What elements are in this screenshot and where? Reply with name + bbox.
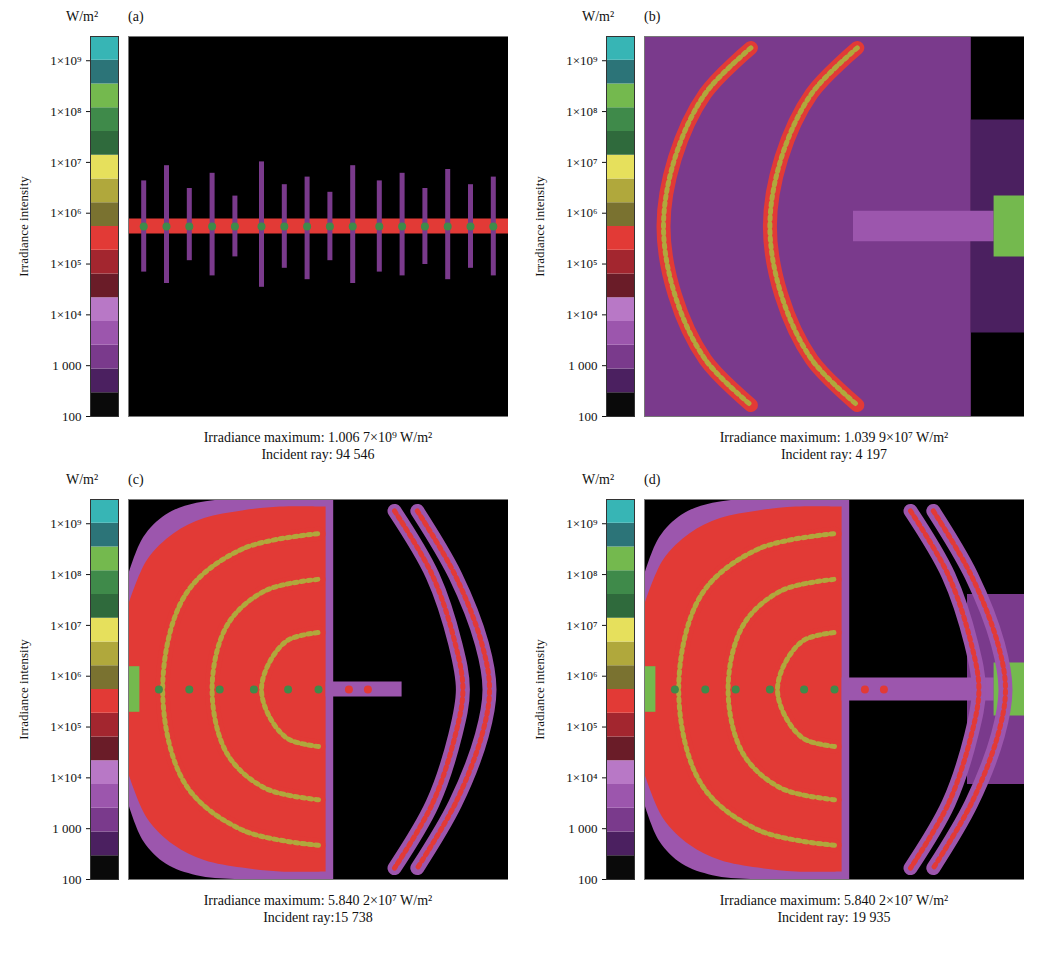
svg-text:1×10⁷: 1×10⁷ xyxy=(566,618,597,633)
svg-text:1×10⁷: 1×10⁷ xyxy=(566,155,597,170)
svg-text:1×10⁷: 1×10⁷ xyxy=(50,155,81,170)
svg-text:100: 100 xyxy=(62,409,82,424)
svg-text:Irradiance intensity: Irradiance intensity xyxy=(16,639,31,740)
svg-text:100: 100 xyxy=(62,872,82,887)
html-text:(c): (c) xyxy=(128,472,144,487)
svg-text:1×10⁸: 1×10⁸ xyxy=(50,567,82,582)
svg-text:Irradiance intensity: Irradiance intensity xyxy=(532,639,547,740)
svg-text:1×10⁸: 1×10⁸ xyxy=(566,567,598,582)
svg-text:1×10⁹: 1×10⁹ xyxy=(566,53,598,68)
svg-text:1×10⁶: 1×10⁶ xyxy=(566,205,597,220)
svg-text:1×10⁶: 1×10⁶ xyxy=(50,668,81,683)
svg-text:1 000: 1 000 xyxy=(52,821,81,836)
svg-text:1×10⁵: 1×10⁵ xyxy=(566,719,597,734)
html-text:(d): (d) xyxy=(644,472,661,487)
svg-text:1×10⁴: 1×10⁴ xyxy=(566,307,598,322)
html-text:(b): (b) xyxy=(644,9,661,24)
svg-text:1×10⁸: 1×10⁸ xyxy=(50,104,82,119)
svg-text:1×10⁴: 1×10⁴ xyxy=(50,770,82,785)
svg-text:1×10⁶: 1×10⁶ xyxy=(50,205,81,220)
svg-text:1×10⁹: 1×10⁹ xyxy=(50,53,82,68)
html-text:Irradiance maximum: 1.039 9×10: Irradiance maximum: 1.039 9×10⁷ W/m² xyxy=(719,430,949,445)
svg-text:100: 100 xyxy=(578,409,598,424)
svg-text:Irradiance intensity: Irradiance intensity xyxy=(16,176,31,277)
svg-text:1×10⁷: 1×10⁷ xyxy=(50,618,81,633)
html-text:W/m²: W/m² xyxy=(582,472,615,487)
svg-text:Irradiance intensity: Irradiance intensity xyxy=(532,176,547,277)
svg-text:1×10⁹: 1×10⁹ xyxy=(50,516,82,531)
html-text:Incident ray: 4 197: Incident ray: 4 197 xyxy=(780,447,888,462)
html-text:Irradiance maximum: 1.006 7×10: Irradiance maximum: 1.006 7×10⁹ W/m² xyxy=(203,430,433,445)
html-text:Incident ray: 94 546: Incident ray: 94 546 xyxy=(261,447,375,462)
svg-text:1×10⁵: 1×10⁵ xyxy=(50,256,81,271)
svg-text:100: 100 xyxy=(578,872,598,887)
svg-text:1 000: 1 000 xyxy=(568,821,597,836)
html-text:(a): (a) xyxy=(128,9,144,24)
html-text:W/m²: W/m² xyxy=(582,9,615,24)
svg-text:1×10⁸: 1×10⁸ xyxy=(566,104,598,119)
html-text:W/m²: W/m² xyxy=(66,472,99,487)
html-text:Irradiance maximum: 5.840 2×10: Irradiance maximum: 5.840 2×10⁷ W/m² xyxy=(719,893,949,908)
svg-text:1 000: 1 000 xyxy=(568,358,597,373)
svg-text:1 000: 1 000 xyxy=(52,358,81,373)
html-text:Irradiance maximum: 5.840 2×10: Irradiance maximum: 5.840 2×10⁷ W/m² xyxy=(203,893,433,908)
html-text:Incident ray:15 738: Incident ray:15 738 xyxy=(263,910,373,925)
svg-text:1×10⁹: 1×10⁹ xyxy=(566,516,598,531)
html-text:W/m²: W/m² xyxy=(66,9,99,24)
svg-text:1×10⁴: 1×10⁴ xyxy=(50,307,82,322)
svg-text:1×10⁵: 1×10⁵ xyxy=(50,719,81,734)
svg-text:1×10⁴: 1×10⁴ xyxy=(566,770,598,785)
html-text:Incident ray: 19 935: Incident ray: 19 935 xyxy=(777,910,891,925)
svg-text:1×10⁵: 1×10⁵ xyxy=(566,256,597,271)
svg-text:1×10⁶: 1×10⁶ xyxy=(566,668,597,683)
